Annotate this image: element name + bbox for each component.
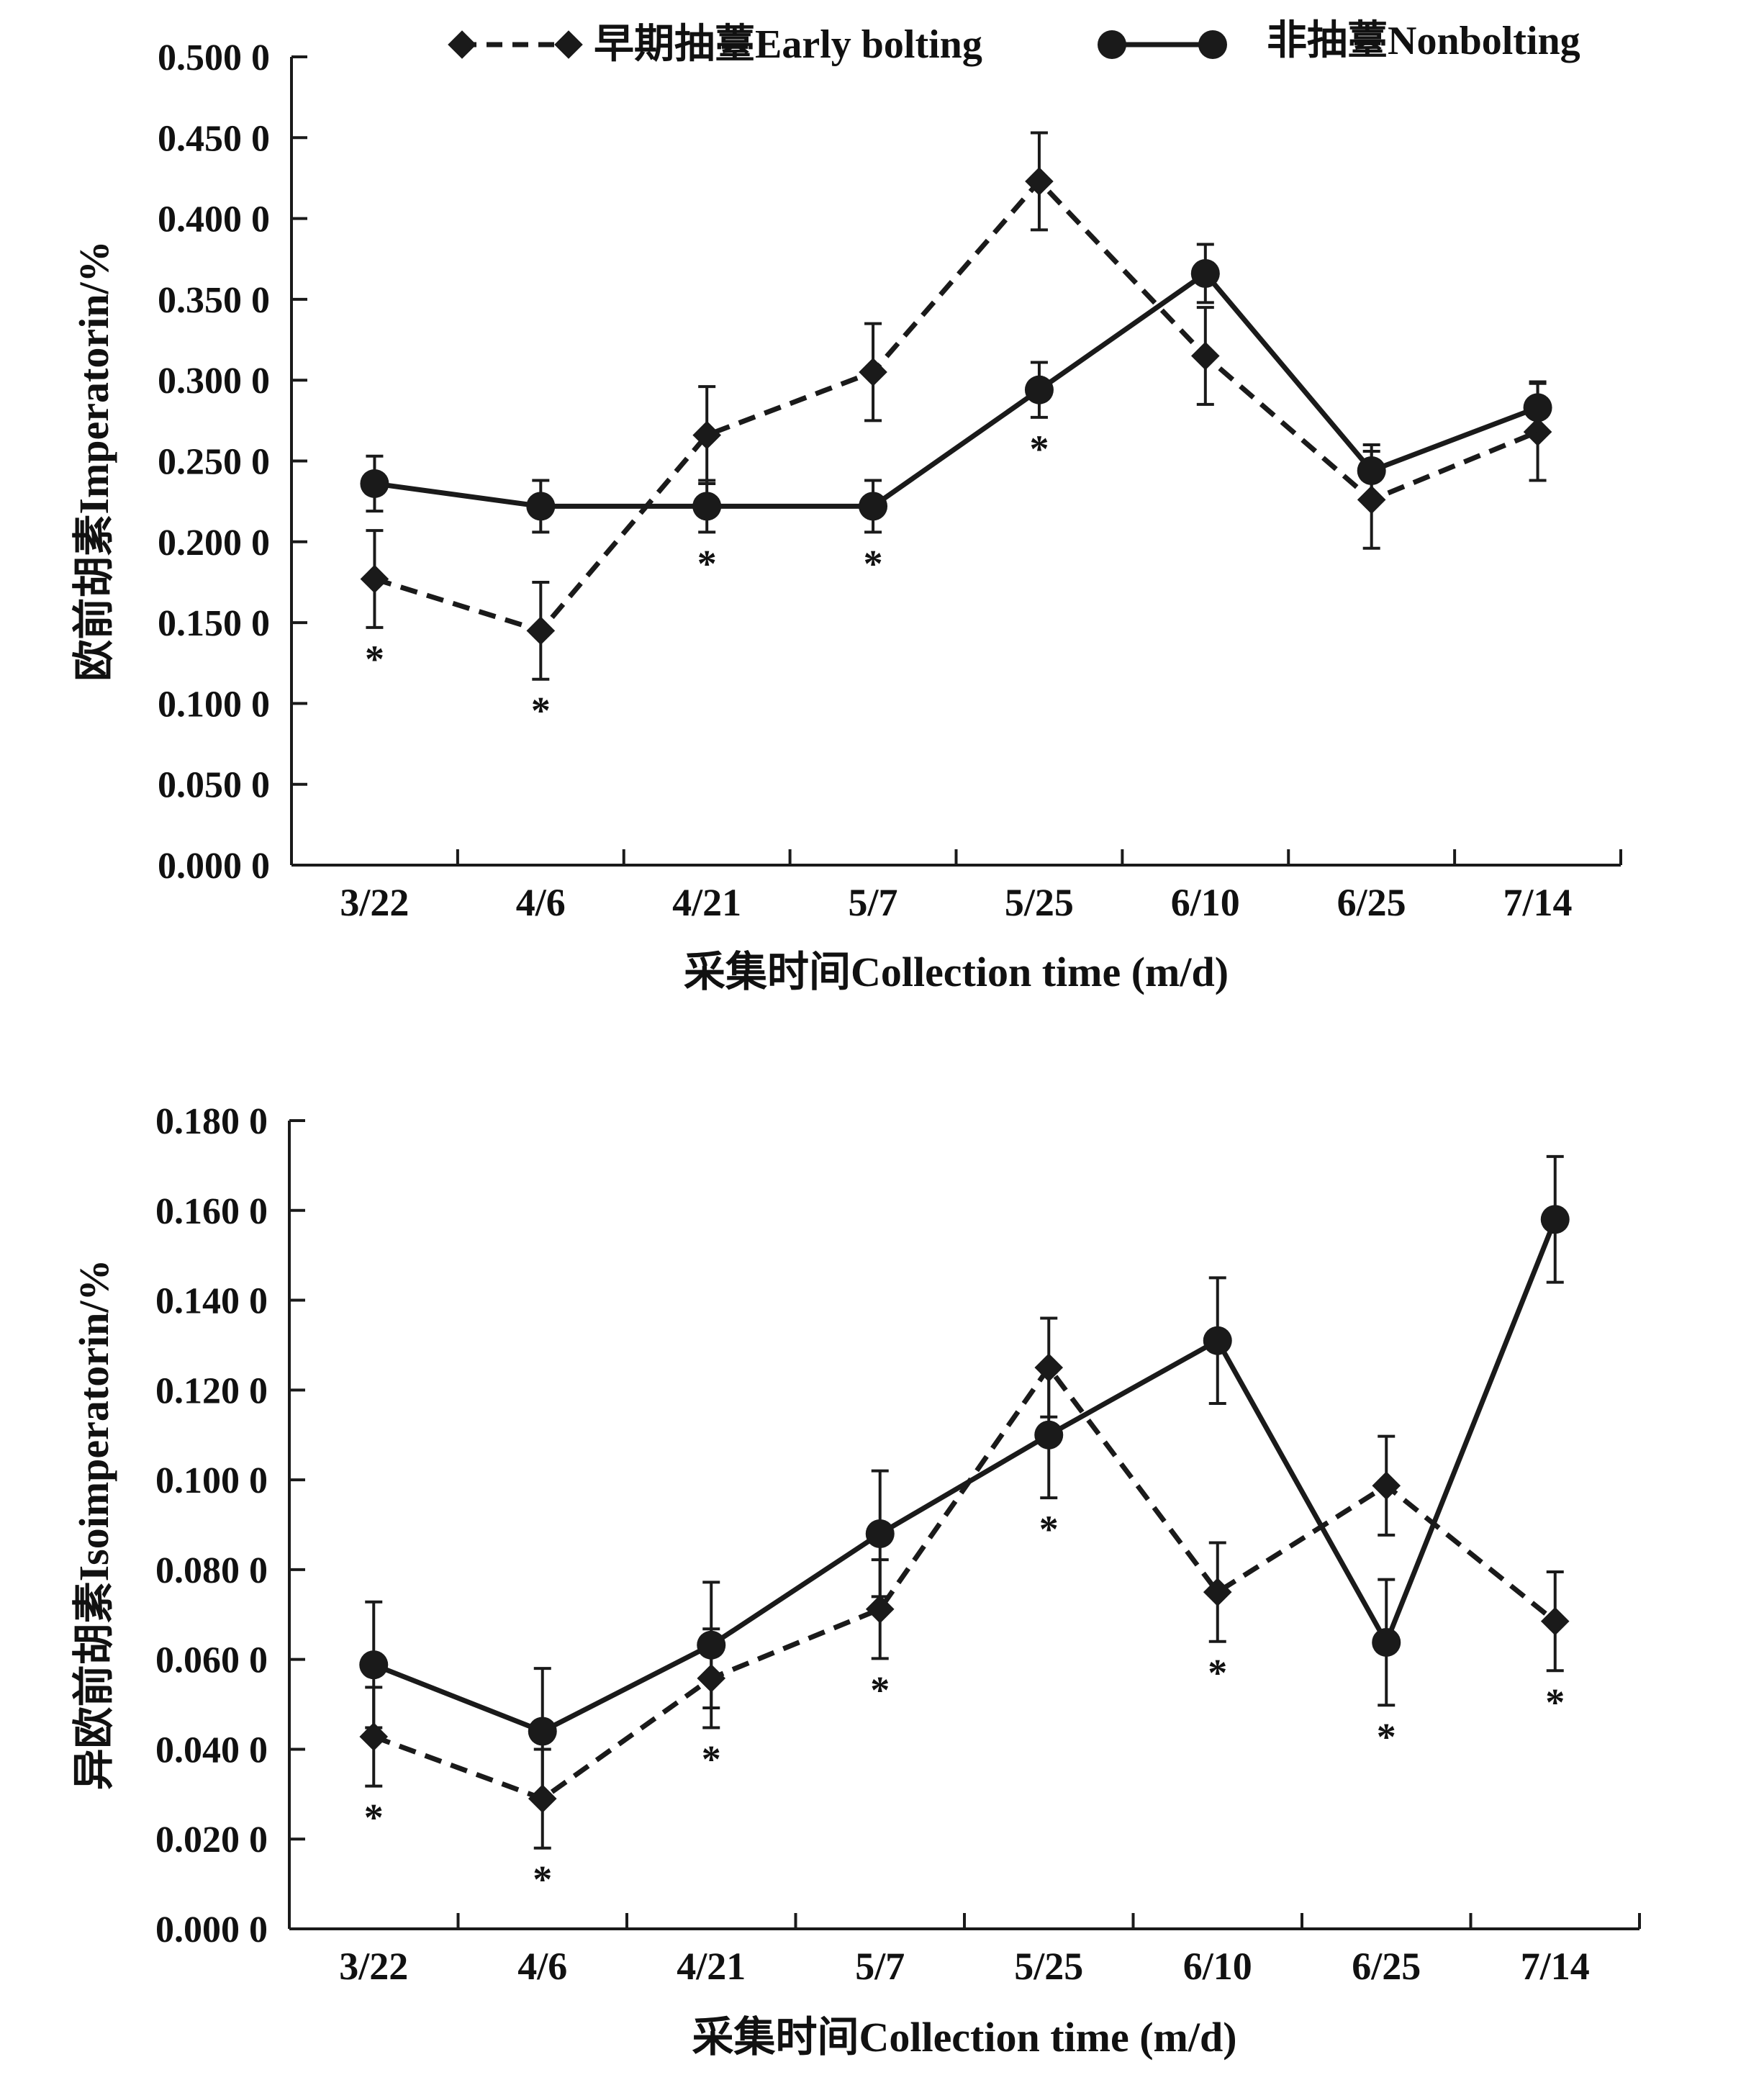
data-point: [692, 420, 721, 450]
x-axis-label: 采集时间Collection time (m/d): [692, 2014, 1236, 2061]
x-tick-label: 4/6: [517, 1945, 567, 1988]
y-tick-label: 0.000 0: [158, 846, 270, 887]
significance-marker: *: [1545, 1681, 1565, 1724]
y-tick-label: 0.200 0: [158, 523, 270, 564]
y-tick-label: 0.250 0: [158, 442, 270, 483]
significance-marker: *: [697, 542, 717, 585]
significance-marker: *: [531, 689, 551, 733]
data-point: [1372, 1471, 1401, 1501]
series-line-early-bolting: [374, 177, 1539, 634]
significance-marker: *: [1029, 428, 1049, 471]
y-tick-label: 0.120 0: [155, 1370, 268, 1411]
y-tick-label: 0.150 0: [158, 603, 270, 644]
data-point: [697, 1630, 726, 1660]
x-tick-label: 7/14: [1503, 881, 1573, 924]
significance-marker: *: [365, 638, 384, 681]
y-tick-label: 0.180 0: [155, 1101, 268, 1142]
legend-non-marker: [1198, 30, 1227, 59]
significance-marker: *: [702, 1737, 721, 1781]
legend-early-marker: [554, 30, 583, 59]
x-tick-label: 5/7: [855, 1945, 905, 1988]
y-tick-label: 0.450 0: [158, 118, 270, 159]
x-tick-label: 5/25: [1005, 881, 1074, 924]
significance-marker: *: [1208, 1652, 1227, 1695]
significance-marker: *: [533, 1858, 552, 1902]
significance-marker: *: [1377, 1715, 1396, 1758]
data-point: [692, 492, 722, 521]
data-point: [1191, 341, 1220, 371]
y-tick-label: 0.140 0: [155, 1281, 268, 1322]
y-tick-label: 0.300 0: [158, 361, 270, 402]
x-tick-label: 6/25: [1352, 1945, 1421, 1988]
y-tick-label: 0.100 0: [155, 1460, 268, 1501]
data-point: [1190, 258, 1220, 288]
x-tick-label: 4/21: [672, 881, 741, 924]
x-axis-label: 采集时间Collection time (m/d): [684, 949, 1229, 995]
x-tick-label: 3/22: [339, 1945, 408, 1988]
series-line-nonbolting: [372, 1218, 1558, 1735]
y-tick-label: 0.100 0: [158, 684, 270, 725]
legend-early-label: 早期抽薹Early bolting: [594, 22, 982, 67]
data-point: [1357, 485, 1386, 515]
data-point: [1203, 1326, 1232, 1355]
significance-marker: *: [864, 542, 883, 585]
y-tick-label: 0.350 0: [158, 280, 270, 321]
y-axis-label: 异欧前胡素Isoimperatorin/%: [71, 1260, 117, 1791]
x-tick-label: 4/6: [516, 881, 566, 924]
data-point: [359, 1650, 389, 1680]
y-tick-label: 0.050 0: [158, 765, 270, 806]
y-tick-label: 0.400 0: [158, 199, 270, 240]
y-tick-label: 0.040 0: [155, 1729, 268, 1771]
significance-marker: *: [1039, 1508, 1059, 1551]
data-point: [528, 1717, 557, 1746]
data-point: [1523, 393, 1552, 422]
significance-marker: *: [364, 1796, 384, 1840]
data-point: [360, 564, 389, 594]
data-point: [859, 358, 887, 386]
data-point: [359, 1722, 389, 1751]
x-tick-label: 4/21: [677, 1945, 746, 1988]
data-point: [865, 1594, 895, 1624]
y-tick-label: 0.000 0: [155, 1909, 268, 1950]
data-point: [528, 1784, 557, 1813]
data-point: [1357, 456, 1386, 485]
data-point: [859, 492, 888, 521]
data-point: [1034, 1420, 1064, 1450]
y-axis-label: 欧前胡素Imperatorin/%: [71, 240, 117, 681]
data-point: [360, 469, 389, 498]
data-point: [1203, 1578, 1232, 1606]
y-tick-label: 0.160 0: [155, 1191, 268, 1232]
data-point: [526, 492, 556, 521]
legend-non-label: 非抽薹Nonbolting: [1267, 19, 1580, 63]
x-tick-label: 7/14: [1521, 1945, 1590, 1988]
legend-early-marker: [448, 30, 476, 59]
x-tick-label: 6/10: [1183, 1945, 1252, 1988]
x-tick-label: 5/25: [1014, 1945, 1083, 1988]
data-point: [1540, 1606, 1570, 1636]
x-tick-label: 6/10: [1171, 881, 1240, 924]
chart-imperatorin: 0.000 0 0.050 0 0.100 0 0.150 0 0.200 0 0.250…: [71, 37, 1622, 995]
data-point: [1540, 1205, 1570, 1234]
data-point: [526, 616, 556, 646]
data-point: [1034, 1353, 1064, 1382]
legend-non-marker: [1098, 30, 1126, 59]
legend: 早期抽薹Early bolting 非抽薹Nonbolting: [448, 19, 1580, 67]
x-tick-label: 5/7: [849, 881, 898, 924]
data-point: [1024, 375, 1054, 404]
data-point: [865, 1519, 895, 1548]
y-tick-label: 0.080 0: [155, 1550, 268, 1591]
y-tick-label: 0.020 0: [155, 1819, 268, 1860]
significance-marker: *: [870, 1668, 890, 1712]
y-tick-label: 0.060 0: [155, 1640, 268, 1681]
y-tick-label: 0.500 0: [158, 37, 270, 78]
series-line-nonbolting: [374, 270, 1539, 509]
chart-isoimperatorin: 0.000 0 0.020 0 0.040 0 0.060 0 0.080 0 0.100…: [71, 1101, 1641, 2061]
data-point: [1372, 1627, 1401, 1657]
x-tick-label: 6/25: [1337, 881, 1406, 924]
series-line-early-bolting: [373, 1363, 1557, 1801]
x-tick-label: 3/22: [340, 881, 409, 924]
